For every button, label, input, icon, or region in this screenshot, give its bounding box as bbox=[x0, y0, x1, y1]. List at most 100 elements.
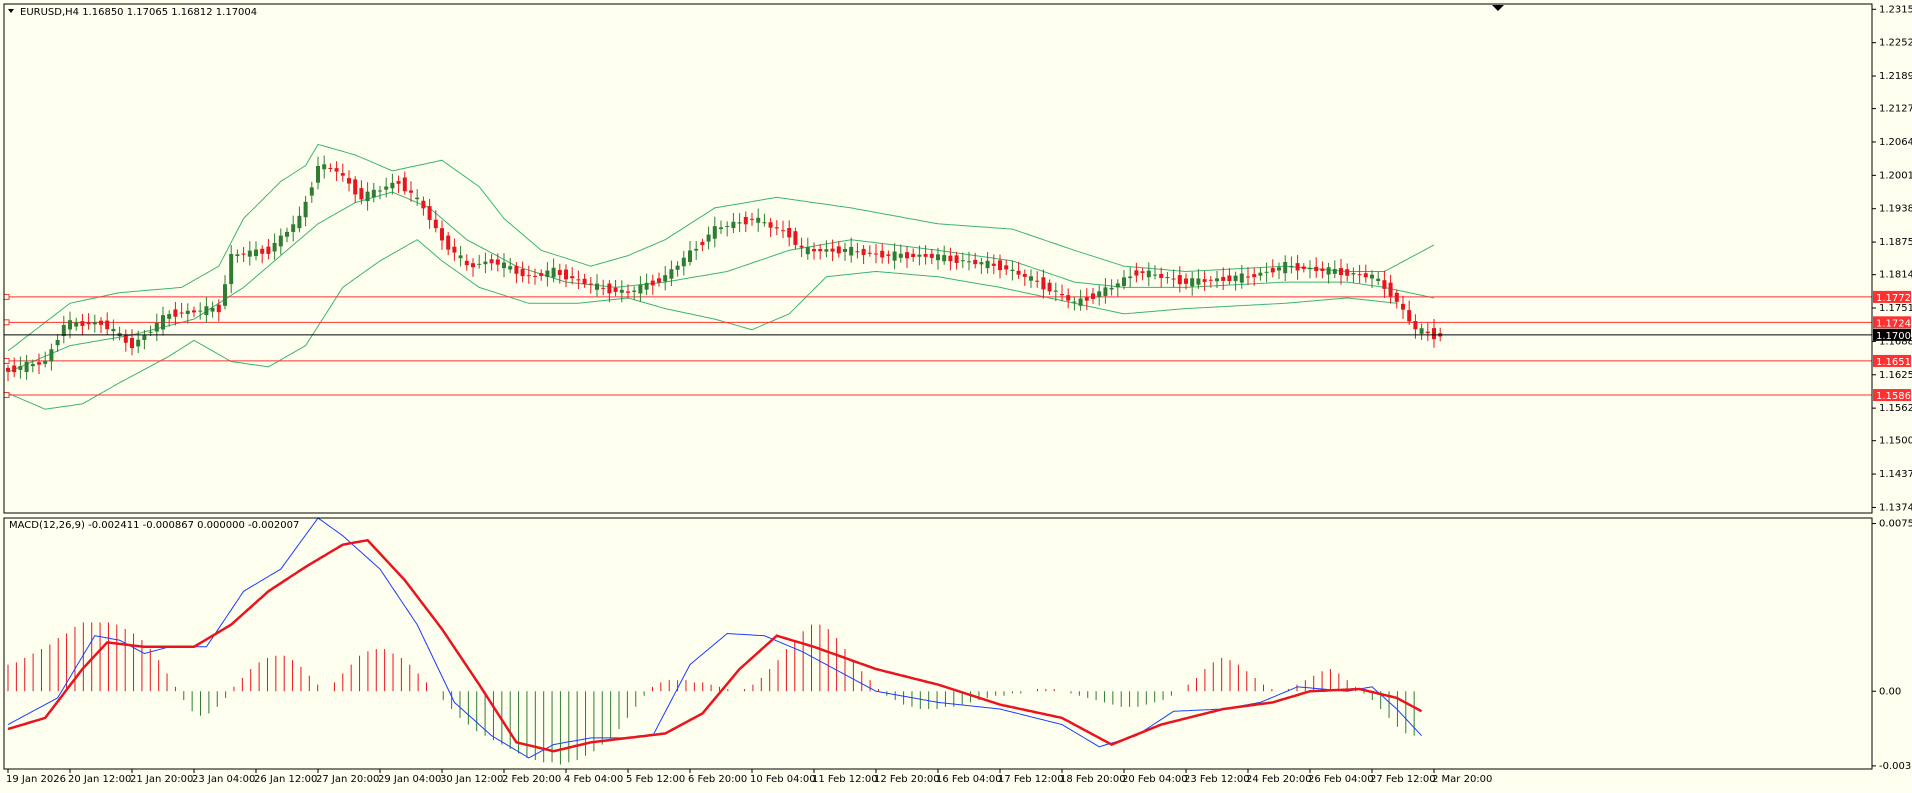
candle-body[interactable] bbox=[1153, 274, 1157, 276]
candle-body[interactable] bbox=[136, 339, 141, 347]
candle-body[interactable] bbox=[855, 251, 860, 253]
candle-body[interactable] bbox=[607, 283, 612, 294]
candle-body[interactable] bbox=[1425, 331, 1430, 334]
candle-body[interactable] bbox=[272, 242, 277, 252]
candle-body[interactable] bbox=[1072, 301, 1077, 303]
shift-marker-icon[interactable] bbox=[1492, 5, 1504, 11]
candle-body[interactable] bbox=[86, 322, 91, 325]
candle-body[interactable] bbox=[657, 278, 661, 283]
candle-body[interactable] bbox=[1066, 295, 1071, 301]
candle-body[interactable] bbox=[1171, 278, 1176, 280]
candle-body[interactable] bbox=[458, 255, 463, 259]
candle-body[interactable] bbox=[743, 217, 748, 225]
candle-body[interactable] bbox=[545, 270, 550, 277]
candle-body[interactable] bbox=[371, 189, 376, 198]
candle-body[interactable] bbox=[378, 190, 382, 192]
candle-body[interactable] bbox=[111, 328, 116, 332]
candle-body[interactable] bbox=[1140, 271, 1145, 273]
candle-body[interactable] bbox=[260, 248, 265, 254]
candle-body[interactable] bbox=[1357, 274, 1362, 276]
candle-body[interactable] bbox=[1078, 298, 1083, 306]
candle-body[interactable] bbox=[570, 276, 575, 279]
candle-body[interactable] bbox=[1091, 293, 1095, 299]
candle-body[interactable] bbox=[1351, 273, 1356, 275]
macd-pane[interactable] bbox=[7, 517, 1423, 765]
candle-body[interactable] bbox=[483, 261, 488, 265]
candle-body[interactable] bbox=[681, 257, 686, 267]
candle-body[interactable] bbox=[1363, 273, 1368, 278]
candle-body[interactable] bbox=[526, 275, 531, 277]
candle-body[interactable] bbox=[241, 253, 246, 255]
candle-body[interactable] bbox=[1202, 279, 1207, 282]
candle-body[interactable] bbox=[1270, 268, 1275, 273]
price-pane[interactable] bbox=[3, 143, 1872, 410]
candle-body[interactable] bbox=[495, 259, 500, 265]
candle-body[interactable] bbox=[402, 177, 407, 192]
candle-body[interactable] bbox=[1115, 283, 1120, 288]
candle-body[interactable] bbox=[216, 304, 221, 313]
candle-body[interactable] bbox=[130, 337, 134, 349]
candle-body[interactable] bbox=[12, 365, 17, 373]
candle-body[interactable] bbox=[756, 217, 761, 223]
candle-body[interactable] bbox=[954, 255, 959, 264]
candle-body[interactable] bbox=[390, 182, 395, 189]
candle-body[interactable] bbox=[911, 253, 916, 257]
level-handle[interactable] bbox=[3, 392, 10, 399]
candle-body[interactable] bbox=[1320, 268, 1325, 271]
candle-body[interactable] bbox=[626, 291, 630, 293]
candle-body[interactable] bbox=[942, 255, 947, 262]
candle-body[interactable] bbox=[1376, 278, 1381, 282]
candle-body[interactable] bbox=[99, 320, 103, 325]
candle-body[interactable] bbox=[161, 315, 165, 330]
candle-body[interactable] bbox=[1196, 278, 1201, 285]
candle-body[interactable] bbox=[123, 334, 128, 343]
candle-body[interactable] bbox=[452, 246, 457, 253]
candle-body[interactable] bbox=[173, 309, 178, 317]
candle-body[interactable] bbox=[706, 234, 711, 242]
candle-body[interactable] bbox=[669, 269, 674, 279]
candle-body[interactable] bbox=[874, 253, 878, 255]
candle-body[interactable] bbox=[638, 284, 643, 294]
candle-body[interactable] bbox=[303, 201, 308, 218]
candle-body[interactable] bbox=[1022, 273, 1027, 277]
candle-body[interactable] bbox=[291, 224, 296, 232]
candle-body[interactable] bbox=[898, 253, 903, 258]
candle-body[interactable] bbox=[24, 361, 29, 373]
candle-body[interactable] bbox=[464, 260, 469, 266]
candle-body[interactable] bbox=[508, 266, 513, 270]
candle-body[interactable] bbox=[80, 321, 85, 326]
candle-body[interactable] bbox=[74, 322, 79, 327]
candle-body[interactable] bbox=[334, 168, 339, 172]
candle-body[interactable] bbox=[18, 366, 23, 370]
candle-body[interactable] bbox=[1103, 287, 1108, 296]
candle-body[interactable] bbox=[415, 197, 420, 200]
candle-body[interactable] bbox=[1277, 267, 1281, 271]
candle-body[interactable] bbox=[235, 254, 240, 257]
candle-body[interactable] bbox=[440, 228, 444, 241]
candle-body[interactable] bbox=[1109, 287, 1114, 290]
candle-body[interactable] bbox=[359, 188, 364, 200]
candle-body[interactable] bbox=[985, 260, 990, 269]
candle-body[interactable] bbox=[1258, 272, 1263, 276]
candle-body[interactable] bbox=[1227, 275, 1232, 282]
candle-body[interactable] bbox=[799, 245, 804, 248]
candle-body[interactable] bbox=[185, 310, 190, 314]
candle-body[interactable] bbox=[1394, 292, 1399, 302]
candle-body[interactable] bbox=[1295, 263, 1300, 271]
candle-body[interactable] bbox=[68, 320, 72, 330]
candle-body[interactable] bbox=[812, 249, 816, 252]
candle-body[interactable] bbox=[30, 364, 35, 367]
candle-body[interactable] bbox=[6, 367, 10, 372]
candle-body[interactable] bbox=[830, 248, 835, 252]
candle-body[interactable] bbox=[905, 252, 909, 259]
candle-body[interactable] bbox=[1215, 278, 1219, 282]
candle-body[interactable] bbox=[712, 226, 717, 239]
candle-body[interactable] bbox=[1308, 268, 1312, 270]
candle-body[interactable] bbox=[229, 253, 234, 285]
candle-body[interactable] bbox=[37, 362, 41, 365]
candle-body[interactable] bbox=[1407, 310, 1412, 322]
candle-body[interactable] bbox=[285, 231, 289, 237]
candle-body[interactable] bbox=[1314, 266, 1319, 272]
candle-body[interactable] bbox=[793, 231, 798, 245]
